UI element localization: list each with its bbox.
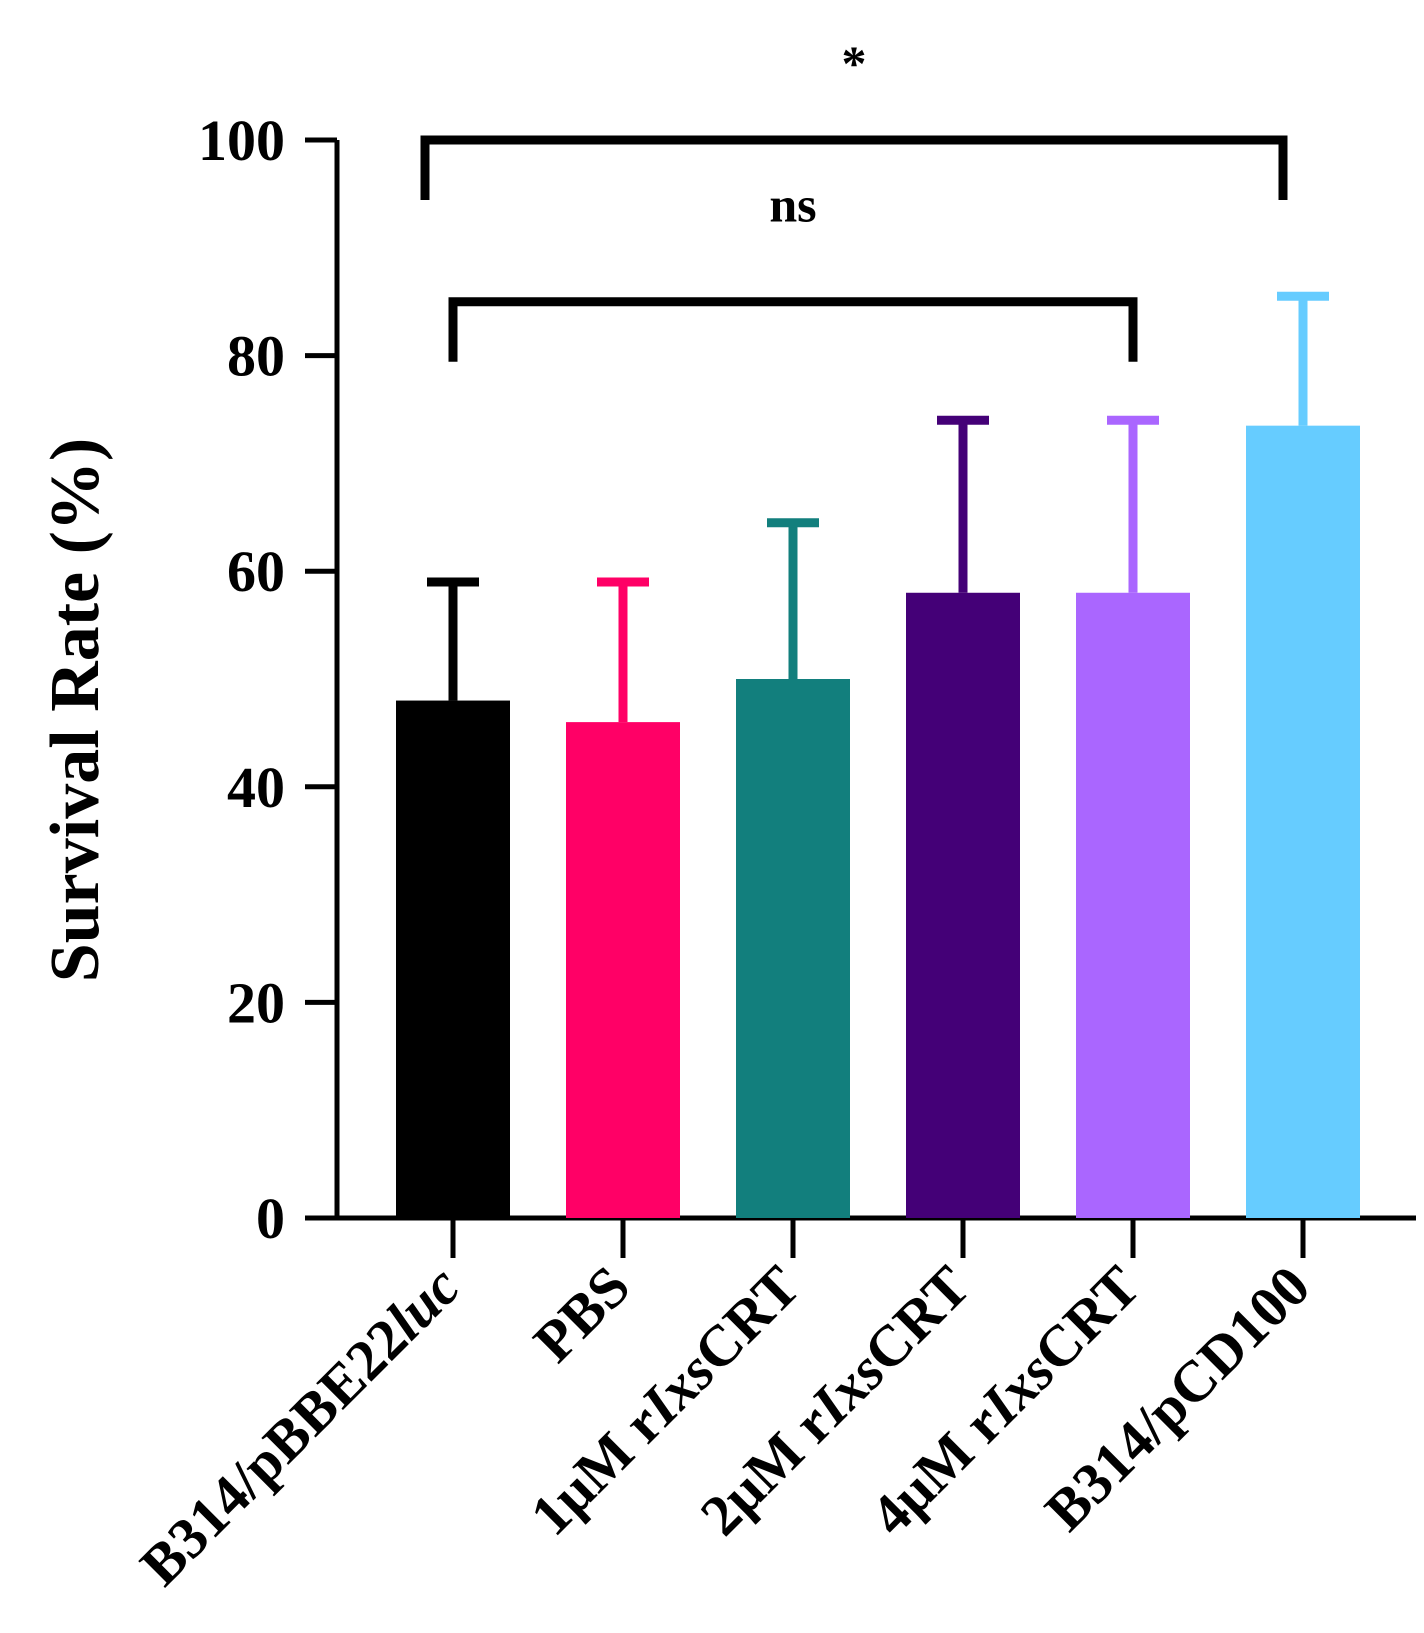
y-tick-label: 20 (227, 970, 285, 1035)
significance-bracket (448, 297, 1138, 362)
bar (906, 592, 1020, 1218)
error-bars (427, 291, 1329, 723)
y-ticks: 0 20 40 60 80 100 (198, 108, 337, 1251)
y-axis-label: Survival Rate (%) (37, 438, 114, 982)
significance-annotations: ns * (420, 35, 1288, 362)
y-tick-label: 0 (256, 1186, 285, 1251)
bars (396, 425, 1360, 1218)
y-tick-label: 100 (198, 108, 285, 173)
x-tick-label: PBS (521, 1253, 642, 1374)
significance-label: ns (769, 177, 816, 233)
y-tick-label: 80 (227, 324, 285, 389)
bar (566, 722, 680, 1218)
bar (1076, 592, 1190, 1218)
bar (736, 679, 850, 1218)
bar (1246, 425, 1360, 1218)
y-tick-label: 60 (227, 539, 285, 604)
x-ticks (450, 1218, 1306, 1258)
significance-bracket (420, 135, 1288, 200)
significance-label: * (842, 35, 867, 91)
bar (396, 700, 510, 1218)
x-tick-label: B314/pBBE22luc (128, 1253, 473, 1598)
y-tick-label: 40 (227, 755, 285, 820)
